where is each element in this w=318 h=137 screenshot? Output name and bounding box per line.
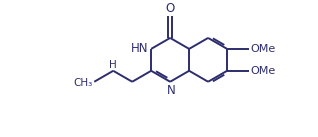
- Text: OMe: OMe: [251, 66, 276, 76]
- Text: N: N: [167, 84, 176, 97]
- Text: O: O: [166, 2, 175, 15]
- Text: H: H: [109, 60, 117, 70]
- Text: HN: HN: [131, 42, 149, 55]
- Text: OMe: OMe: [251, 44, 276, 54]
- Text: CH₃: CH₃: [73, 78, 93, 88]
